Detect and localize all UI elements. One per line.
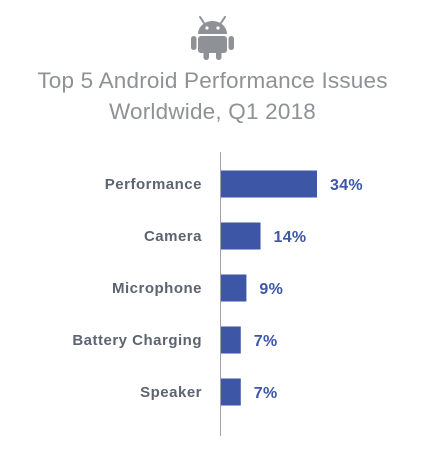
bar [221, 170, 317, 198]
category-label: Battery Charging [72, 332, 202, 349]
category-label: Microphone [112, 280, 202, 297]
value-label: 9% [259, 281, 283, 298]
value-label: 14% [274, 229, 307, 246]
bar [221, 222, 261, 250]
category-label: Camera [144, 228, 202, 245]
value-label: 7% [254, 333, 278, 350]
chart-title-line-1: Top 5 Android Performance Issues [37, 68, 388, 93]
bar [221, 274, 247, 302]
value-label: 34% [330, 177, 363, 194]
value-label: 7% [254, 385, 278, 402]
category-label: Performance [105, 176, 202, 193]
category-label: Speaker [140, 384, 202, 401]
bar [221, 326, 241, 354]
chart-title-line-2: Worldwide, Q1 2018 [108, 99, 317, 124]
bar [221, 378, 241, 406]
android-robot-icon [191, 16, 234, 60]
